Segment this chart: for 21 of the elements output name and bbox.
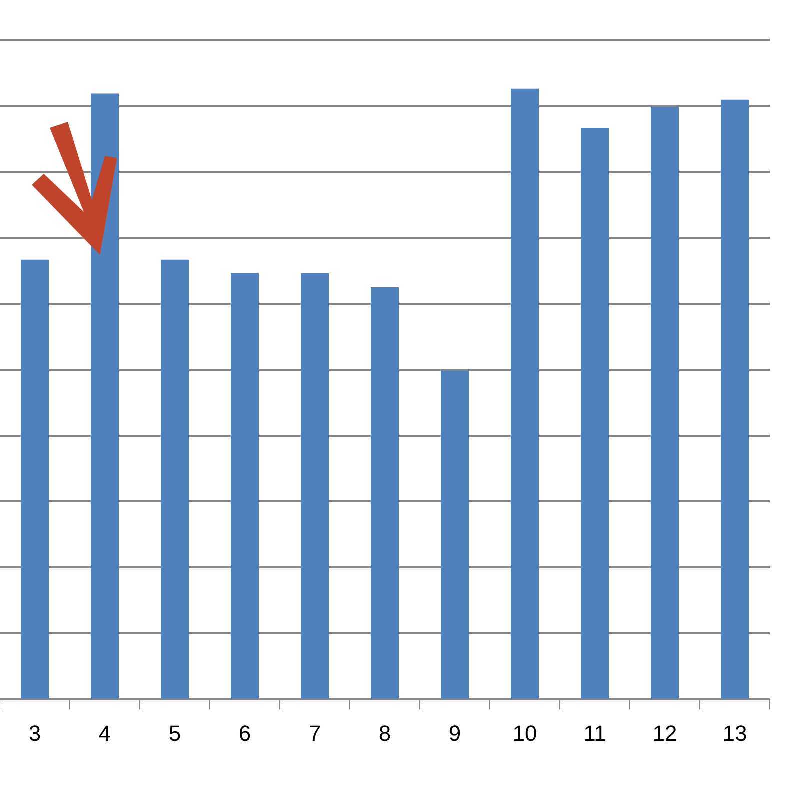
x-tick-label: 5 [168, 720, 182, 746]
bar [21, 260, 49, 699]
bar [511, 88, 539, 699]
x-tick-label: 8 [378, 720, 392, 746]
bar [161, 260, 189, 699]
x-tick-label: 9 [448, 720, 462, 746]
bar [371, 287, 399, 699]
bar [301, 273, 329, 699]
x-tick-label: 11 [584, 720, 606, 746]
x-tick-label: 6 [238, 720, 252, 746]
x-tick-label: 7 [308, 720, 322, 746]
x-tick-label: 13 [722, 720, 748, 746]
bar [721, 100, 749, 699]
bar [231, 273, 259, 699]
x-tick-label: 3 [28, 720, 42, 746]
x-tick-label: 4 [98, 720, 112, 746]
bar [581, 128, 609, 699]
x-tick-label: 10 [512, 720, 538, 746]
bar [651, 107, 679, 699]
bar [441, 371, 469, 699]
x-tick-label: 12 [652, 720, 678, 746]
